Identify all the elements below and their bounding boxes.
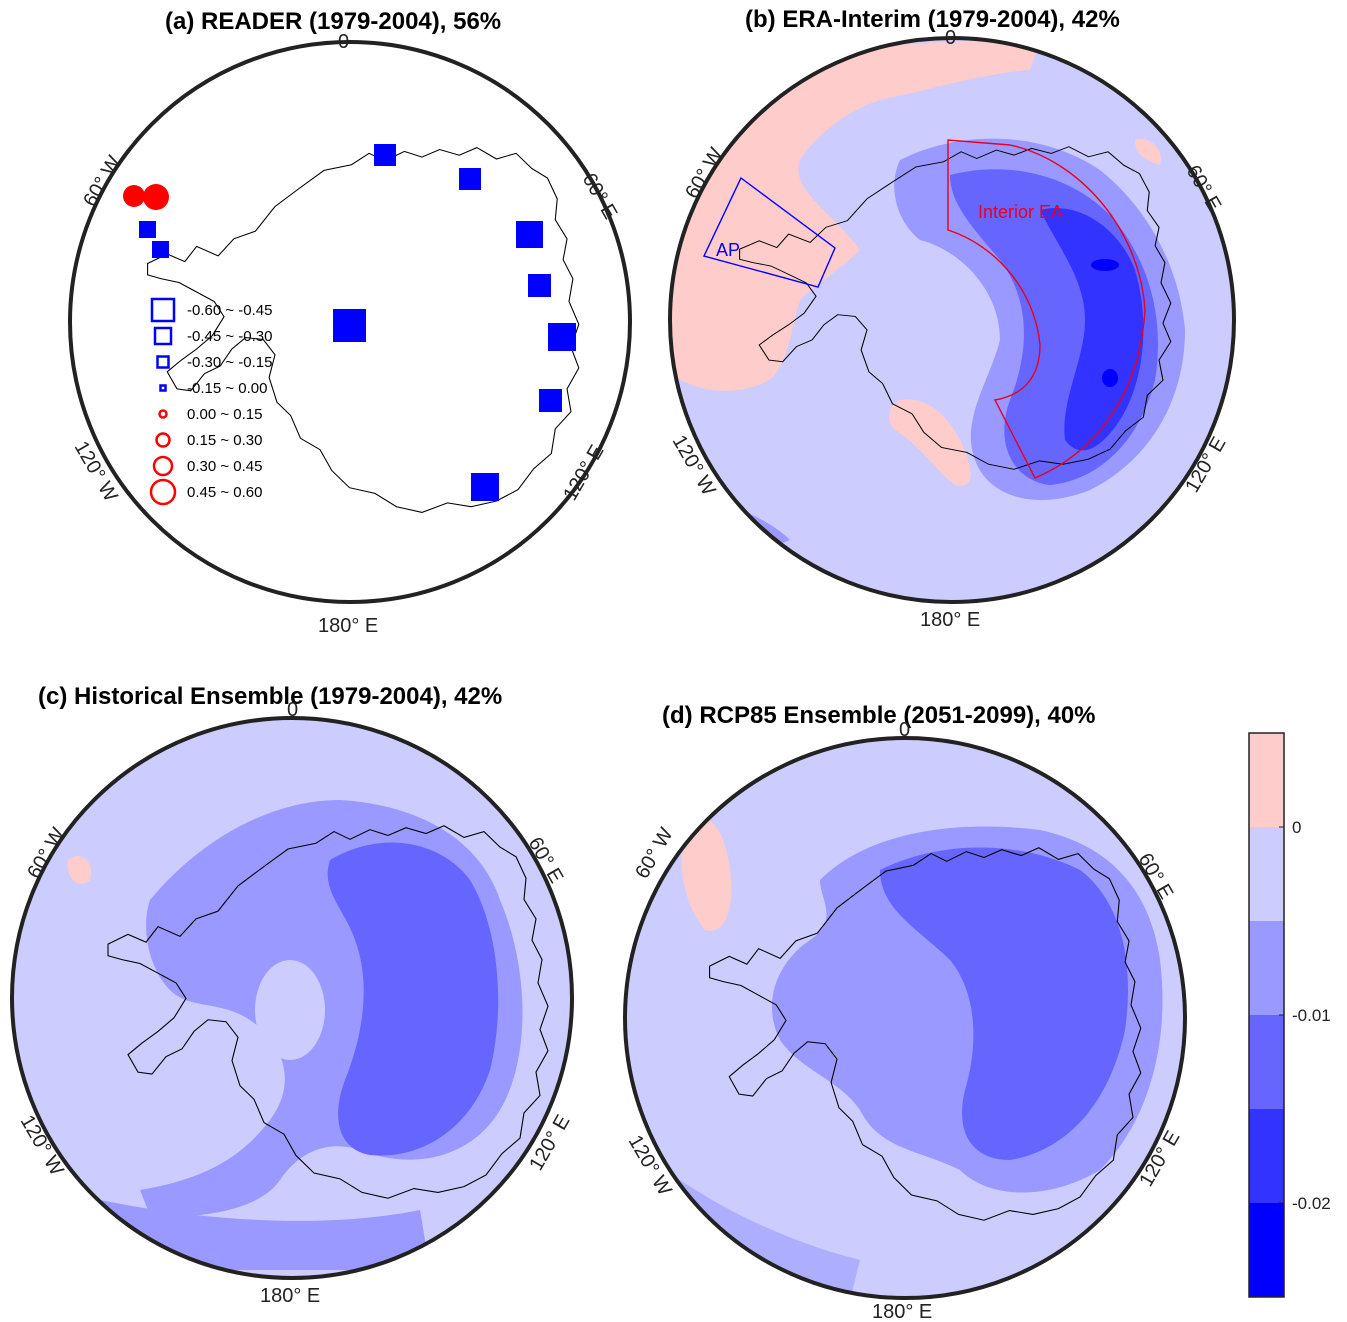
panel-c-frame	[10, 716, 574, 1280]
panel-d-level3	[880, 847, 1128, 1160]
interior-ea-label: Interior EA	[978, 202, 1063, 222]
panel-a-map: -0.60 ~ -0.45 -0.45 ~ -0.30 -0.30 ~ -0.15 -…	[68, 31, 632, 637]
panel-d-frame	[623, 736, 1187, 1300]
station-marker	[152, 241, 169, 258]
station-marker	[333, 309, 366, 342]
panel-b-frame	[668, 36, 1236, 604]
legend-marker	[150, 297, 176, 323]
legend-label: 0.30 ~ 0.45	[187, 458, 262, 475]
legend-marker	[152, 455, 174, 477]
colorbar-tick-label: -0.02	[1292, 1194, 1331, 1213]
panel-d-lon-180e: 180° E	[872, 1301, 932, 1322]
panel-b-positive-area	[1135, 139, 1161, 165]
panel-d-map: 0 180° E 60° E 120° E 60° W 120° W	[623, 719, 1187, 1322]
panel-b-positive-area	[888, 399, 971, 486]
ap-region-box	[703, 176, 836, 288]
station-marker	[471, 473, 499, 501]
panel-b-level5	[1102, 369, 1118, 387]
interior-ea-region-box	[947, 139, 1146, 479]
station-marker	[528, 274, 551, 297]
panel-c-lon-180e: 180° E	[260, 1285, 320, 1307]
panel-a-title: (a) READER (1979-2004), 56%	[165, 8, 502, 35]
panel-d-lon-0: 0	[899, 719, 910, 741]
colorbar-segment	[1249, 921, 1284, 1015]
colorbar-segment	[1249, 1203, 1284, 1297]
station-marker	[143, 184, 169, 210]
colorbar-segment	[1249, 827, 1284, 921]
panel-c-title: (c) Historical Ensemble (1979-2004), 42%	[38, 683, 503, 710]
legend-marker	[155, 432, 171, 448]
legend-marker	[158, 409, 168, 419]
colorbar-segment	[1249, 733, 1284, 827]
legend-label: -0.60 ~ -0.45	[187, 302, 272, 319]
panel-c-map: 0 180° E 60° E 120° E 60° W 120° W	[10, 699, 574, 1307]
legend-label: -0.45 ~ -0.30	[187, 328, 272, 345]
station-marker	[516, 221, 543, 248]
station-marker	[139, 221, 156, 238]
station-marker	[123, 185, 145, 207]
panel-b-positive-area	[670, 40, 1040, 391]
legend-label: 0.00 ~ 0.15	[187, 406, 262, 423]
legend-marker	[153, 326, 173, 346]
panel-b-map: AP Interior EA 0 180° E 60° E 120° E 60°…	[668, 27, 1236, 631]
station-marker	[459, 168, 481, 190]
panel-a-stations	[123, 144, 576, 501]
panel-a-lon-180e: 180° E	[318, 615, 378, 637]
panel-b-level4	[1040, 208, 1144, 451]
panel-d-title: (d) RCP85 Ensemble (2051-2099), 40%	[662, 702, 1096, 729]
panel-c-lon-0: 0	[287, 699, 298, 721]
legend-label: -0.15 ~ 0.00	[187, 380, 267, 397]
colorbar-segment	[1249, 1015, 1284, 1109]
ap-label: AP	[716, 240, 740, 260]
colorbar-segment	[1249, 1109, 1284, 1203]
panel-c-level1	[255, 960, 325, 1060]
colorbar: 0 -0.01 -0.02	[1248, 732, 1331, 1298]
legend-label: 0.15 ~ 0.30	[187, 432, 262, 449]
panel-b-lon-0: 0	[945, 27, 956, 49]
panel-c-positive-area	[67, 856, 91, 884]
panel-c-level3	[327, 842, 499, 1156]
panel-b-lon-180e: 180° E	[920, 609, 980, 631]
legend-marker	[149, 478, 177, 506]
station-marker	[539, 389, 562, 412]
panel-b-title: (b) ERA-Interim (1979-2004), 42%	[745, 6, 1120, 33]
panel-a-legend: -0.60 ~ -0.45 -0.45 ~ -0.30 -0.30 ~ -0.15 -…	[149, 297, 272, 506]
station-marker	[374, 144, 396, 166]
panel-d-positive-area	[681, 817, 732, 931]
colorbar-tick-label: 0	[1292, 818, 1301, 837]
panel-a-lon-0: 0	[338, 31, 349, 53]
colorbar-tick-label: -0.01	[1292, 1006, 1331, 1025]
legend-label: -0.30 ~ -0.15	[187, 354, 272, 371]
legend-marker	[159, 384, 167, 392]
panel-b-level5	[1091, 259, 1119, 271]
legend-label: 0.45 ~ 0.60	[187, 484, 262, 501]
station-marker	[548, 323, 576, 351]
legend-marker	[156, 355, 170, 369]
